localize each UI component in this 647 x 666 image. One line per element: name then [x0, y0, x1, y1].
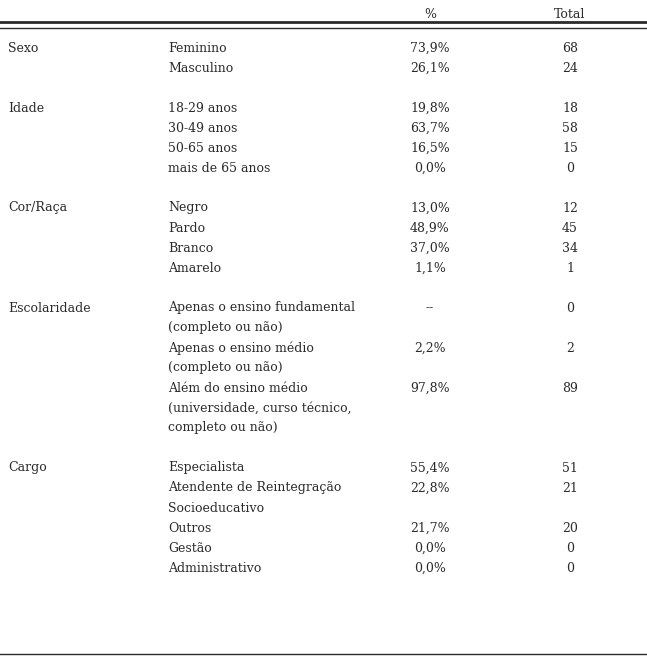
- Text: 58: 58: [562, 121, 578, 135]
- Text: 15: 15: [562, 141, 578, 155]
- Text: 55,4%: 55,4%: [410, 462, 450, 474]
- Text: Feminino: Feminino: [168, 41, 226, 55]
- Text: Negro: Negro: [168, 202, 208, 214]
- Text: --: --: [426, 302, 434, 314]
- Text: 0: 0: [566, 561, 574, 575]
- Text: Apenas o ensino fundamental: Apenas o ensino fundamental: [168, 302, 355, 314]
- Text: Socioeducativo: Socioeducativo: [168, 501, 264, 515]
- Text: Apenas o ensino médio: Apenas o ensino médio: [168, 341, 314, 355]
- Text: Masculino: Masculino: [168, 61, 234, 75]
- Text: 0,0%: 0,0%: [414, 561, 446, 575]
- Text: Amarelo: Amarelo: [168, 262, 221, 274]
- Text: 21,7%: 21,7%: [410, 521, 450, 535]
- Text: (universidade, curso técnico,: (universidade, curso técnico,: [168, 402, 351, 414]
- Text: 0: 0: [566, 161, 574, 174]
- Text: Cor/Raça: Cor/Raça: [8, 202, 67, 214]
- Text: 12: 12: [562, 202, 578, 214]
- Text: 50-65 anos: 50-65 anos: [168, 141, 237, 155]
- Text: 16,5%: 16,5%: [410, 141, 450, 155]
- Text: 73,9%: 73,9%: [410, 41, 450, 55]
- Text: Sexo: Sexo: [8, 41, 38, 55]
- Text: 89: 89: [562, 382, 578, 394]
- Text: 0,0%: 0,0%: [414, 161, 446, 174]
- Text: 0: 0: [566, 302, 574, 314]
- Text: 51: 51: [562, 462, 578, 474]
- Text: 37,0%: 37,0%: [410, 242, 450, 254]
- Text: 1: 1: [566, 262, 574, 274]
- Text: 45: 45: [562, 222, 578, 234]
- Text: 20: 20: [562, 521, 578, 535]
- Text: Idade: Idade: [8, 101, 44, 115]
- Text: 30-49 anos: 30-49 anos: [168, 121, 237, 135]
- Text: Escolaridade: Escolaridade: [8, 302, 91, 314]
- Text: Outros: Outros: [168, 521, 212, 535]
- Text: (completo ou não): (completo ou não): [168, 362, 283, 374]
- Text: 22,8%: 22,8%: [410, 482, 450, 494]
- Text: Atendente de Reintegração: Atendente de Reintegração: [168, 482, 342, 494]
- Text: 26,1%: 26,1%: [410, 61, 450, 75]
- Text: 2,2%: 2,2%: [414, 342, 446, 354]
- Text: 19,8%: 19,8%: [410, 101, 450, 115]
- Text: 0,0%: 0,0%: [414, 541, 446, 555]
- Text: Total: Total: [554, 7, 586, 21]
- Text: 18: 18: [562, 101, 578, 115]
- Text: 1,1%: 1,1%: [414, 262, 446, 274]
- Text: mais de 65 anos: mais de 65 anos: [168, 161, 270, 174]
- Text: 24: 24: [562, 61, 578, 75]
- Text: Especialista: Especialista: [168, 462, 245, 474]
- Text: Gestão: Gestão: [168, 541, 212, 555]
- Text: Pardo: Pardo: [168, 222, 205, 234]
- Text: 21: 21: [562, 482, 578, 494]
- Text: 68: 68: [562, 41, 578, 55]
- Text: 34: 34: [562, 242, 578, 254]
- Text: 97,8%: 97,8%: [410, 382, 450, 394]
- Text: Branco: Branco: [168, 242, 214, 254]
- Text: 13,0%: 13,0%: [410, 202, 450, 214]
- Text: Cargo: Cargo: [8, 462, 47, 474]
- Text: 48,9%: 48,9%: [410, 222, 450, 234]
- Text: completo ou não): completo ou não): [168, 422, 278, 434]
- Text: (completo ou não): (completo ou não): [168, 322, 283, 334]
- Text: 0: 0: [566, 541, 574, 555]
- Text: %: %: [424, 7, 436, 21]
- Text: 18-29 anos: 18-29 anos: [168, 101, 237, 115]
- Text: Administrativo: Administrativo: [168, 561, 261, 575]
- Text: 63,7%: 63,7%: [410, 121, 450, 135]
- Text: Além do ensino médio: Além do ensino médio: [168, 382, 308, 394]
- Text: 2: 2: [566, 342, 574, 354]
